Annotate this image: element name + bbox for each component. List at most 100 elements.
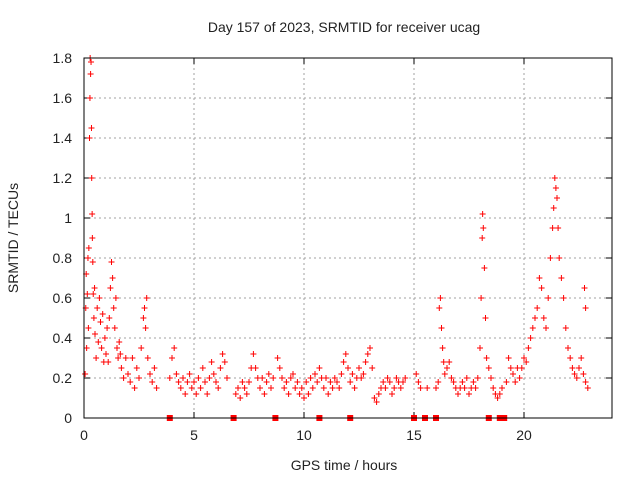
data-point: [98, 345, 105, 351]
data-point: [569, 365, 576, 371]
data-point: [235, 385, 241, 391]
data-point: [99, 311, 106, 317]
data-point: [199, 365, 206, 371]
data-point: [206, 375, 213, 381]
data-point: [103, 351, 109, 357]
data-point: [367, 345, 373, 351]
data-point: [345, 365, 351, 371]
data-point: [246, 379, 252, 385]
data-point: [303, 379, 310, 385]
data-point: [138, 345, 145, 351]
data-point: [532, 315, 538, 321]
data-point: [338, 371, 345, 377]
data-point: [195, 375, 202, 381]
data-point: [470, 379, 477, 385]
data-point: [336, 385, 343, 391]
data-point: [283, 379, 290, 385]
data-point: [391, 385, 398, 391]
y-gridlines: [84, 97, 612, 379]
data-point: [494, 395, 501, 401]
data-point: [215, 385, 222, 391]
data-point: [347, 379, 354, 385]
chart-title: Day 157 of 2023, SRMTID for receiver uca…: [208, 19, 480, 35]
data-point: [435, 379, 442, 385]
data-point: [440, 359, 447, 365]
data-point: [312, 371, 318, 377]
data-point: [169, 355, 175, 361]
data-point: [184, 379, 191, 385]
y-tick-label: 0.6: [53, 290, 73, 306]
x-tick-label: 20: [516, 427, 532, 443]
data-point: [141, 305, 148, 311]
data-point: [455, 391, 461, 397]
data-point: [221, 359, 228, 365]
data-point: [547, 255, 554, 261]
data-point: [538, 285, 545, 291]
data-point: [490, 385, 497, 391]
data-point: [510, 371, 516, 377]
data-point: [560, 295, 567, 301]
data-point: [85, 325, 92, 331]
data-point: [433, 385, 439, 391]
data-point: [389, 391, 395, 397]
data-point: [450, 379, 457, 385]
data-point: [92, 331, 98, 337]
data-point: [265, 371, 272, 377]
data-point: [122, 355, 129, 361]
data-point: [191, 379, 197, 385]
data-point: [554, 195, 560, 201]
data-point: [259, 375, 266, 381]
y-tick-label: 0: [64, 410, 72, 426]
data-point: [219, 351, 226, 357]
data-point: [270, 375, 277, 381]
data-point: [85, 245, 92, 251]
data-point: [117, 351, 124, 357]
data-point: [125, 371, 131, 377]
data-point: [364, 351, 371, 357]
data-point: [213, 379, 219, 385]
data-point: [188, 385, 195, 391]
data-point: [438, 325, 445, 331]
data-point: [413, 371, 420, 377]
data-point: [294, 379, 301, 385]
data-point: [474, 375, 481, 381]
data-point: [268, 385, 274, 391]
data-point: [463, 375, 470, 381]
data-point: [279, 375, 285, 381]
data-point: [193, 391, 200, 397]
data-point: [323, 375, 329, 381]
data-point: [549, 225, 556, 231]
data-point: [239, 379, 246, 385]
data-point: [331, 375, 338, 381]
data-point: [243, 391, 250, 397]
data-point: [314, 379, 321, 385]
data-point: [466, 391, 472, 397]
data-point: [382, 385, 389, 391]
data-point: [147, 371, 153, 377]
data-point: [250, 351, 257, 357]
data-point: [91, 285, 98, 291]
x-tick-label: 15: [406, 427, 422, 443]
data-point: [276, 365, 283, 371]
x-tick-label: 0: [80, 427, 88, 443]
data-point: [351, 385, 358, 391]
y-tick-label: 1.2: [53, 170, 73, 186]
data-point: [325, 391, 332, 397]
data-point: [175, 379, 182, 385]
data-point: [290, 371, 296, 377]
data-point: [95, 339, 102, 345]
data-point: [550, 205, 557, 211]
data-point: [461, 385, 468, 391]
data-point: [362, 359, 369, 365]
data-point: [349, 371, 356, 377]
data-point: [281, 385, 288, 391]
data-point: [90, 291, 97, 297]
data-point: [142, 325, 149, 331]
data-point: [584, 385, 591, 391]
data-point: [252, 365, 259, 371]
data-point: [108, 259, 115, 265]
data-point: [360, 371, 367, 377]
data-point: [285, 391, 292, 397]
data-point: [481, 265, 488, 271]
data-point: [369, 365, 376, 371]
